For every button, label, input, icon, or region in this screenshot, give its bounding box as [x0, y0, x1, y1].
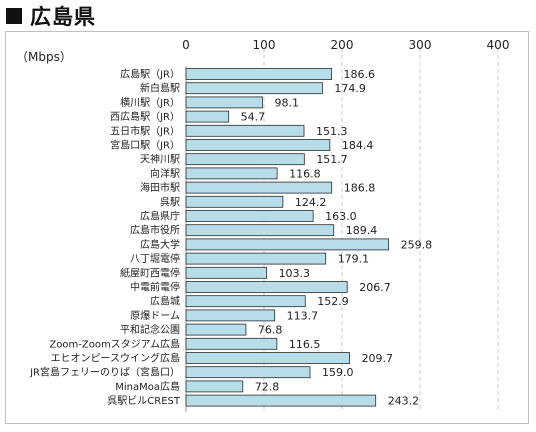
bar	[185, 82, 323, 95]
category-label: 新白島駅	[140, 82, 180, 95]
value-label: 243.2	[388, 395, 420, 408]
bar	[185, 252, 327, 265]
bar	[185, 266, 267, 279]
category-label: 原爆ドーム	[130, 310, 180, 322]
category-label: エヒオンピースウイング広島	[51, 352, 181, 365]
value-label: 189.4	[346, 224, 378, 237]
page-title: 広島県	[30, 5, 96, 29]
value-label: 206.7	[359, 281, 391, 294]
bars	[185, 68, 390, 407]
category-label: MinaMoa広島	[115, 380, 180, 393]
value-label: 186.6	[344, 68, 376, 81]
bar	[185, 380, 244, 393]
bar	[185, 309, 276, 322]
category-label: 広島市役所	[130, 224, 180, 237]
category-label: JR宮島フェリーのりば（宮島口）	[29, 366, 180, 379]
bar	[185, 124, 305, 137]
category-label: 中電前電停	[130, 281, 180, 294]
chart-frame: 0 100 200 300 400 （Mbps） 広島駅（JR） 新白島駅 横川駅（JR）西…	[5, 31, 529, 424]
x-axis-ticks: 0 100 200 300 400	[182, 38, 509, 52]
value-label: 179.1	[338, 253, 370, 266]
x-tick-label: 0	[182, 38, 190, 52]
category-label: 天神川駅	[140, 153, 180, 166]
category-label: 西広島駅（JR）	[110, 110, 180, 123]
value-label: 186.8	[344, 182, 376, 195]
value-label: 184.4	[342, 139, 374, 152]
bar	[185, 366, 311, 379]
bar	[185, 281, 348, 293]
category-label: 宮島口駅（JR）	[110, 139, 180, 152]
x-tick-label: 100	[253, 38, 276, 52]
square-bullet-icon	[6, 8, 22, 24]
value-label: 174.9	[334, 82, 366, 95]
bar	[185, 68, 332, 80]
bar-chart: 0 100 200 300 400 （Mbps） 広島駅（JR）新白島駅横川駅（JR）西…	[16, 38, 509, 412]
value-label: 124.2	[295, 196, 327, 209]
bar	[185, 167, 278, 180]
bar	[185, 238, 390, 251]
bar	[185, 323, 247, 336]
category-label: 広島県庁	[140, 210, 180, 223]
value-label: 76.8	[258, 324, 283, 337]
value-label: 98.1	[275, 96, 300, 109]
bar	[185, 394, 377, 407]
category-label: 呉駅	[160, 196, 180, 208]
value-label: 113.7	[287, 309, 319, 322]
category-label: 広島大学	[140, 238, 180, 251]
bar	[185, 224, 335, 237]
bar	[185, 96, 263, 109]
category-label: 向洋駅	[150, 167, 180, 180]
value-label: 72.8	[255, 380, 280, 393]
category-label: 広島駅（JR）	[120, 68, 180, 81]
value-label: 152.9	[317, 295, 349, 308]
category-label: 横川駅（JR）	[120, 96, 180, 109]
bar	[185, 110, 230, 123]
bar	[185, 153, 305, 166]
value-label: 209.7	[362, 352, 394, 365]
x-tick-label: 300	[409, 38, 432, 52]
value-label: 151.7	[316, 153, 348, 166]
bar	[185, 195, 284, 208]
bar	[185, 352, 350, 364]
category-label: 海田市駅	[140, 181, 180, 194]
value-label: 259.8	[401, 238, 433, 251]
value-label: 159.0	[322, 366, 354, 379]
value-label: 116.8	[289, 167, 321, 180]
bar	[185, 337, 278, 350]
bar	[185, 139, 331, 151]
category-label: 紙屋町西電停	[120, 266, 180, 279]
page-heading: 広島県	[6, 2, 96, 30]
bar	[185, 295, 306, 308]
category-label: 八丁堀電停	[130, 252, 180, 265]
category-label: 呉駅ビルCREST	[107, 395, 181, 407]
category-label: 五日市駅（JR）	[110, 124, 180, 137]
category-label: 広島城	[150, 295, 180, 308]
x-tick-label: 200	[331, 38, 354, 52]
category-label: 平和記念公園	[120, 323, 180, 336]
unit-label: （Mbps）	[16, 50, 72, 64]
value-label: 103.3	[279, 267, 311, 280]
value-label: 116.5	[289, 338, 321, 351]
bar	[185, 210, 314, 222]
x-tick-label: 400	[487, 38, 510, 52]
bar	[185, 181, 333, 194]
value-label: 163.0	[325, 210, 357, 223]
value-label: 151.3	[316, 125, 348, 138]
value-label: 54.7	[241, 111, 266, 124]
category-label: Zoom-Zoomスタジアム広島	[49, 337, 180, 350]
